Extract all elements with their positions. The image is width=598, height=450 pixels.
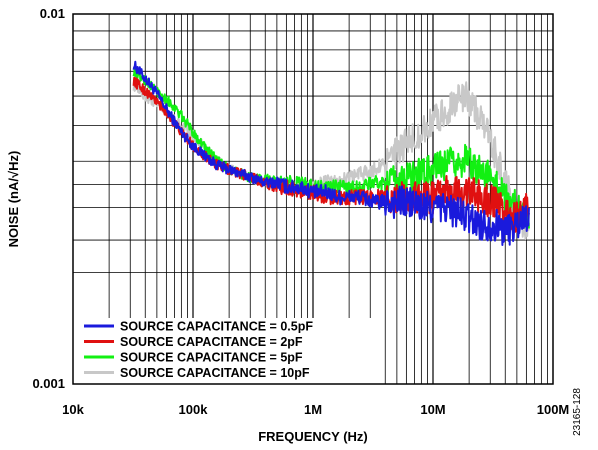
- series-line: [132, 81, 530, 241]
- y-axis-label: NOISE (nA/√Hz): [6, 151, 21, 248]
- x-tick-label: 10k: [62, 402, 84, 417]
- series-line: [132, 60, 530, 246]
- legend-background: [78, 318, 378, 385]
- plot-frame: [72, 13, 554, 385]
- x-tick-label: 100k: [179, 402, 209, 417]
- y-tick-labels: 0.001 0.01: [32, 6, 65, 391]
- legend-label: SOURCE CAPACITANCE = 2pF: [120, 335, 303, 349]
- legend-label: SOURCE CAPACITANCE = 0.5pF: [120, 320, 313, 334]
- x-tick-label: 1M: [304, 402, 322, 417]
- series-line: [132, 67, 530, 230]
- series-group: [132, 60, 530, 246]
- x-tick-label: 10M: [420, 402, 445, 417]
- legend-label: SOURCE CAPACITANCE = 10pF: [120, 366, 310, 380]
- figure-id: 23165-128: [572, 388, 583, 436]
- y-tick-label: 0.01: [40, 6, 65, 21]
- legend-label: SOURCE CAPACITANCE = 5pF: [120, 351, 303, 365]
- x-tick-labels: 10k 100k 1M 10M 100M: [62, 402, 569, 417]
- x-tick-label: 100M: [537, 402, 570, 417]
- x-axis-label: FREQUENCY (Hz): [258, 429, 368, 444]
- y-tick-label: 0.001: [32, 376, 65, 391]
